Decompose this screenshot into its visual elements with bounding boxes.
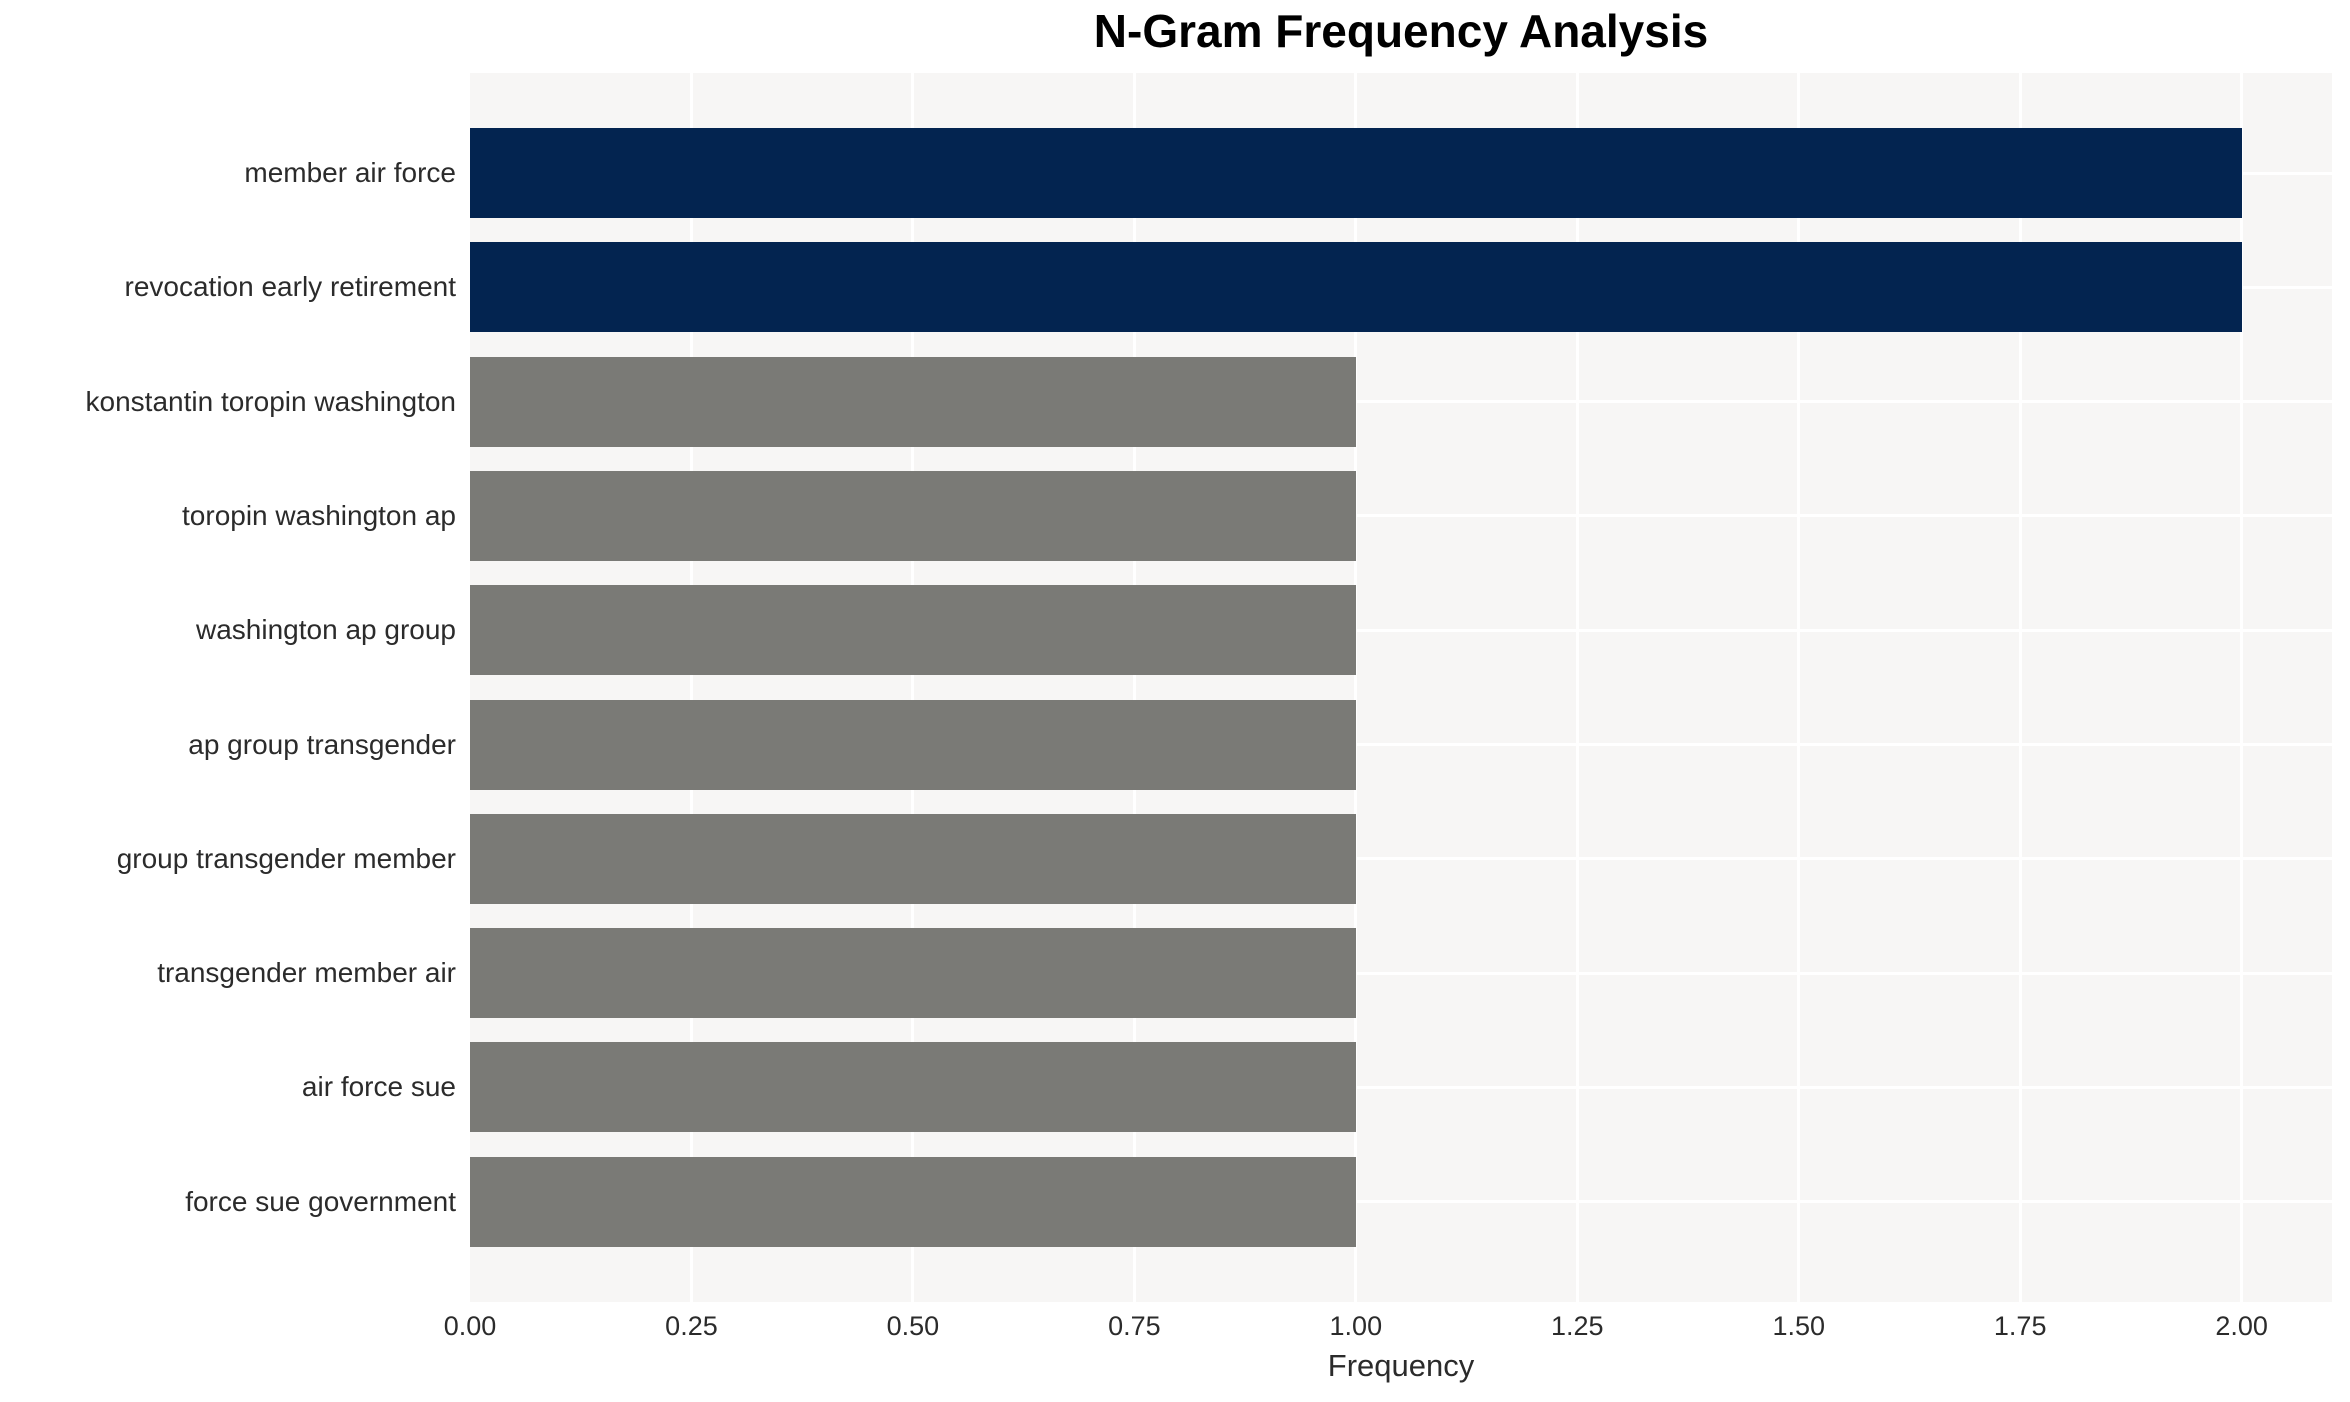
gridline-horizontal: [470, 743, 2332, 746]
y-tick-label: ap group transgender: [188, 728, 456, 760]
bar: [470, 242, 2242, 333]
chart-title: N-Gram Frequency Analysis: [1093, 5, 1709, 57]
x-tick-label: 0.75: [1108, 1311, 1161, 1341]
y-tick-label: revocation early retirement: [124, 271, 456, 303]
y-tick-label: air force sue: [301, 1071, 456, 1103]
y-tick-label: transgender member air: [157, 957, 456, 989]
y-tick-label: member air force: [244, 157, 456, 188]
gridline-horizontal: [470, 514, 2332, 518]
bar: [470, 1156, 1356, 1247]
y-tick-label: washington ap group: [196, 614, 456, 646]
bar: [470, 1042, 1356, 1133]
x-tick-label: 2.00: [2215, 1311, 2268, 1341]
gridline-horizontal: [470, 857, 2332, 861]
x-tick-label: 0.50: [886, 1311, 940, 1341]
gridline-horizontal: [470, 1200, 2332, 1204]
gridline-vertical: [2240, 73, 2244, 1302]
x-tick-label: 1.75: [1993, 1311, 2047, 1341]
bar: [470, 356, 1356, 447]
y-tick-label: force sue government: [185, 1185, 456, 1217]
gridline-vertical: [911, 73, 915, 1302]
gridline-horizontal: [470, 971, 2332, 975]
gridline-horizontal: [470, 628, 2332, 632]
x-tick-label: 1.25: [1550, 1311, 1604, 1341]
x-tick-label: 0.25: [665, 1311, 718, 1341]
gridline-vertical: [1575, 73, 1579, 1302]
bar: [470, 928, 1356, 1019]
y-tick-label: group transgender member: [116, 842, 456, 874]
x-tick-label: 1.50: [1772, 1311, 1826, 1341]
x-axis-title: Frequency: [1327, 1348, 1475, 1383]
gridline-vertical: [1354, 73, 1358, 1302]
bar: [470, 128, 2242, 218]
plot-area: [470, 73, 2332, 1302]
gridline-horizontal: [470, 1085, 2332, 1089]
gridline-vertical: [2018, 73, 2022, 1302]
y-tick-label: toropin washington ap: [182, 499, 456, 531]
bar: [470, 699, 1356, 790]
x-tick-label: 1.00: [1329, 1311, 1383, 1341]
gridline-vertical: [1132, 73, 1136, 1302]
gridline-vertical: [1797, 73, 1801, 1302]
bar: [470, 813, 1356, 904]
bar: [470, 585, 1356, 676]
x-tick-label: 0.00: [443, 1311, 497, 1341]
y-tick-label: konstantin toropin washington: [85, 385, 456, 417]
bar: [470, 470, 1356, 561]
gridline-horizontal: [470, 400, 2332, 404]
gridline-vertical: [689, 73, 693, 1302]
